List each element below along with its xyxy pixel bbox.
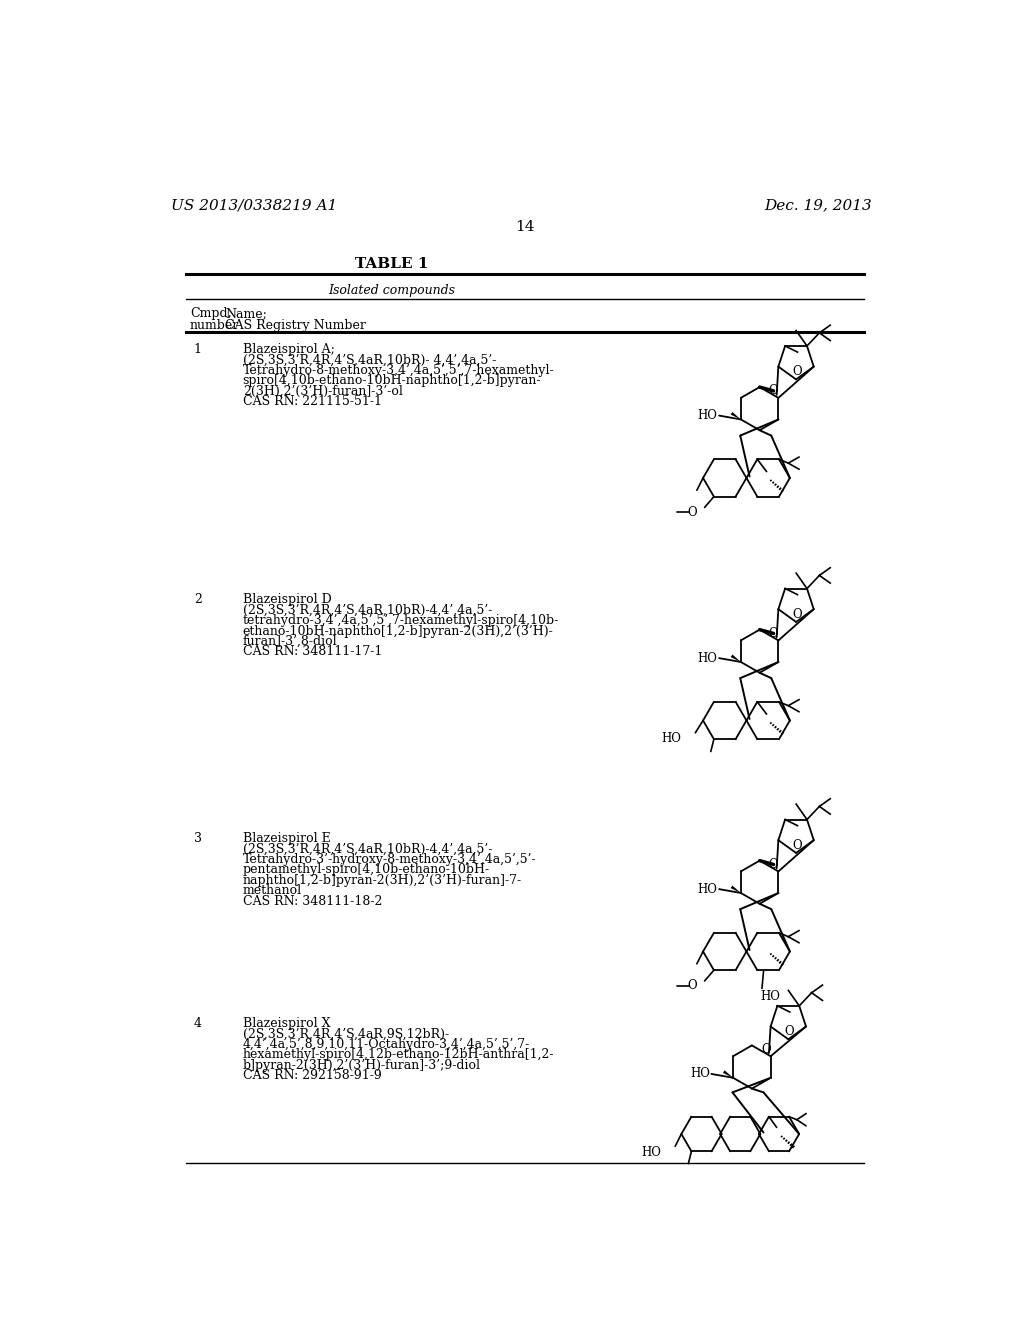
Polygon shape	[723, 1071, 733, 1077]
Text: US 2013/0338219 A1: US 2013/0338219 A1	[171, 198, 337, 213]
Text: 4,4’,4a,5’,8,9,10,11-Octahydro-3,4’,4a,5’,5’,7-: 4,4’,4a,5’,8,9,10,11-Octahydro-3,4’,4a,5…	[243, 1038, 530, 1051]
Text: HO: HO	[662, 733, 681, 746]
Text: Tetrahydro-3’-hydroxy-8-methoxy-3,4’,4a,5’,5’-: Tetrahydro-3’-hydroxy-8-methoxy-3,4’,4a,…	[243, 853, 537, 866]
Text: O: O	[687, 979, 697, 993]
Text: Blazeispirol E: Blazeispirol E	[243, 832, 331, 845]
Text: hexamethyl-spiro[4,12b-ethano-12bH-anthra[1,2-: hexamethyl-spiro[4,12b-ethano-12bH-anthr…	[243, 1048, 554, 1061]
Text: O: O	[793, 607, 802, 620]
Text: tetrahydro-3,4’,4a,5’,5’,7-hexamethyl-spiro[4,10b-: tetrahydro-3,4’,4a,5’,5’,7-hexamethyl-sp…	[243, 614, 559, 627]
Text: 3: 3	[194, 832, 202, 845]
Text: Blazeispirol A;: Blazeispirol A;	[243, 343, 335, 356]
Text: CAS Registry Number: CAS Registry Number	[225, 318, 366, 331]
Text: O: O	[784, 1024, 795, 1038]
Text: 2: 2	[194, 594, 202, 606]
Text: b]pyran-2(3H),2’(3’H)-furan]-3’;9-diol: b]pyran-2(3H),2’(3’H)-furan]-3’;9-diol	[243, 1059, 480, 1072]
Text: HO: HO	[697, 883, 718, 896]
Text: O: O	[793, 364, 802, 378]
Text: methanol: methanol	[243, 884, 302, 898]
Polygon shape	[731, 412, 740, 420]
Text: Blazeispirol X: Blazeispirol X	[243, 1016, 330, 1030]
Text: HO: HO	[697, 652, 718, 665]
Text: spiro[4,10b-ethano-10bH-naphtho[1,2-b]pyran-: spiro[4,10b-ethano-10bH-naphtho[1,2-b]py…	[243, 375, 542, 387]
Text: ethano-10bH-naphtho[1,2-b]pyran-2(3H),2’(3’H)-: ethano-10bH-naphtho[1,2-b]pyran-2(3H),2’…	[243, 624, 553, 638]
Text: O: O	[793, 838, 802, 851]
Text: (2S,3S,3’R,4R,4’S,4aR,9S,12bR)-: (2S,3S,3’R,4R,4’S,4aR,9S,12bR)-	[243, 1027, 449, 1040]
Text: CAS RN: 348111-17-1: CAS RN: 348111-17-1	[243, 645, 382, 659]
Text: Cmpd.: Cmpd.	[190, 308, 231, 319]
Text: O: O	[761, 1043, 771, 1056]
Text: Tetrahydro-8-methoxy-3,4’,4a,5’,5’,7-hexamethyl-: Tetrahydro-8-methoxy-3,4’,4a,5’,5’,7-hex…	[243, 364, 554, 378]
Text: 4: 4	[194, 1016, 202, 1030]
Text: HO: HO	[690, 1068, 710, 1081]
Text: O: O	[769, 627, 778, 640]
Text: 14: 14	[515, 220, 535, 234]
Text: O: O	[769, 384, 778, 397]
Polygon shape	[731, 655, 740, 663]
Text: (2S,3S,3’R,4R,4’S,4aR,10bR)-4,4’,4a,5’-: (2S,3S,3’R,4R,4’S,4aR,10bR)-4,4’,4a,5’-	[243, 603, 493, 616]
Text: number: number	[190, 318, 240, 331]
Text: CAS RN: 292158-91-9: CAS RN: 292158-91-9	[243, 1069, 382, 1082]
Text: (2S,3S,3’R,4R,4’S,4aR,10bR)-4,4’,4a,5’-: (2S,3S,3’R,4R,4’S,4aR,10bR)-4,4’,4a,5’-	[243, 842, 493, 855]
Text: Dec. 19, 2013: Dec. 19, 2013	[764, 198, 872, 213]
Text: O: O	[769, 858, 778, 871]
Text: 2(3H),2’(3’H)-furan]-3’-ol: 2(3H),2’(3’H)-furan]-3’-ol	[243, 385, 402, 397]
Text: TABLE 1: TABLE 1	[354, 257, 428, 271]
Text: HO: HO	[761, 990, 780, 1003]
Text: Isolated compounds: Isolated compounds	[328, 284, 455, 297]
Text: CAS RN: 221115-51-1: CAS RN: 221115-51-1	[243, 395, 382, 408]
Text: furan]-3’,8-diol: furan]-3’,8-diol	[243, 635, 337, 648]
Text: O: O	[687, 506, 697, 519]
Text: (2S,3S,3’R,4R,4’S,4aR,10bR)- 4,4’,4a,5’-: (2S,3S,3’R,4R,4’S,4aR,10bR)- 4,4’,4a,5’-	[243, 354, 496, 367]
Text: HO: HO	[641, 1146, 662, 1159]
Polygon shape	[731, 886, 740, 892]
Text: naphtho[1,2-b]pyran-2(3H),2’(3’H)-furan]-7-: naphtho[1,2-b]pyran-2(3H),2’(3’H)-furan]…	[243, 874, 522, 887]
Text: HO: HO	[697, 409, 718, 422]
Text: 1: 1	[194, 343, 202, 356]
Text: CAS RN: 348111-18-2: CAS RN: 348111-18-2	[243, 895, 382, 908]
Text: Blazeispirol D: Blazeispirol D	[243, 594, 332, 606]
Text: Name;: Name;	[225, 308, 266, 319]
Text: pentamethyl-spiro[4,10b-ethano-10bH-: pentamethyl-spiro[4,10b-ethano-10bH-	[243, 863, 489, 876]
